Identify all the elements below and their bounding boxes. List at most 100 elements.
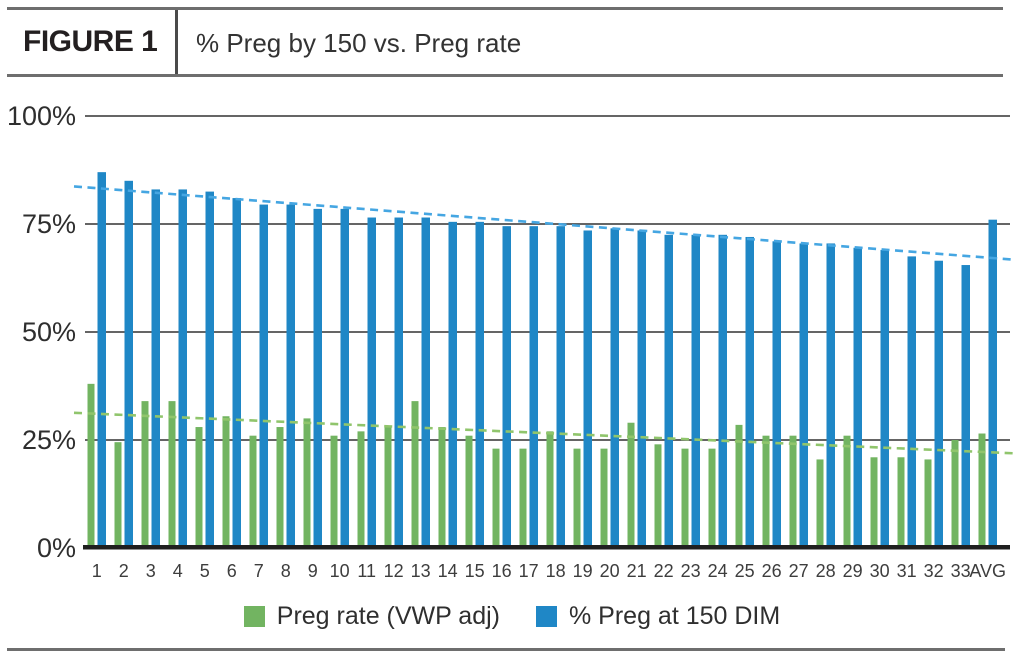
bar-preg-150 [529,226,538,548]
y-tick-label: 75% [22,209,76,239]
bar-preg-rate [924,459,932,548]
bar-preg-150 [745,236,754,548]
x-tick-label: 12 [384,561,404,581]
bar-preg-150 [313,208,322,548]
bar-preg-rate [762,435,770,548]
top-rule [7,7,1003,10]
bar-preg-150 [340,208,349,548]
bar-preg-150 [205,191,214,548]
bar-preg-150 [934,260,943,548]
x-tick-label: 16 [492,561,512,581]
x-tick-label: 15 [465,561,485,581]
x-tick-label: 24 [708,561,728,581]
bar-preg-150 [232,198,241,548]
bar-preg-150 [907,256,916,548]
bar-preg-rate [978,433,986,548]
legend-label-preg-150: % Preg at 150 DIM [569,602,781,630]
bottom-rule [7,648,1005,651]
bar-preg-150 [394,217,403,548]
figure-label: FIGURE 1 [23,25,158,58]
bar-preg-150 [421,217,430,548]
trendline-preg-150 [73,185,1017,262]
bar-preg-rate [357,431,365,548]
y-tick-label: 50% [22,317,76,347]
bar-preg-150 [610,228,619,548]
bar-preg-rate [627,422,635,548]
x-tick-label: 6 [227,561,237,581]
bar-preg-rate [438,427,446,548]
bar-preg-150 [259,204,268,548]
header-divider [175,10,178,74]
y-tick-label: 0% [37,533,76,563]
bar-preg-rate [168,401,176,548]
x-tick-label: 25 [735,561,755,581]
chart-legend: Preg rate (VWP adj) % Preg at 150 DIM [0,602,1024,631]
x-tick-label: 18 [546,561,566,581]
bar-preg-rate [384,427,392,548]
bar-preg-rate [654,444,662,548]
bar-preg-rate [87,383,95,548]
bar-preg-150 [799,243,808,548]
bar-preg-150 [880,249,889,549]
bar-preg-rate [519,448,527,548]
x-tick-label: 10 [330,561,350,581]
bar-preg-150 [853,247,862,548]
bar-preg-rate [141,401,149,548]
x-tick-label: 13 [411,561,431,581]
bar-preg-rate [249,435,257,548]
bar-preg-150 [556,226,565,548]
bar-preg-150 [448,221,457,548]
bar-preg-rate [600,448,608,548]
bar-preg-rate [546,431,554,548]
x-tick-label: 31 [897,561,917,581]
bar-preg-rate [330,435,338,548]
x-tick-label: 29 [843,561,863,581]
bar-preg-150 [772,241,781,548]
bar-chart: 100%75%50%25%0%1 2 3 4 5 6 7 8 9 10 11 12 13 14 15 16 17… [7,101,1017,581]
bar-preg-rate [465,435,473,548]
bar-preg-rate [411,401,419,548]
bar-preg-rate [303,418,311,548]
bar-preg-rate [276,427,284,548]
bar-preg-150 [691,234,700,549]
y-tick-label: 25% [22,425,76,455]
bar-preg-rate [195,427,203,548]
legend-item-preg-150: % Preg at 150 DIM [536,602,780,631]
x-tick-label: 22 [654,561,674,581]
x-tick-label: 8 [281,561,291,581]
x-tick-label: 4 [173,561,183,581]
bar-preg-rate [843,435,851,548]
bar-preg-rate [114,442,122,548]
x-tick-label: 9 [308,561,318,581]
bar-preg-rate [951,440,959,548]
bar-preg-rate [897,457,905,548]
bar-preg-rate [870,457,878,548]
bar-preg-rate [492,448,500,548]
x-tick-label: 7 [254,561,264,581]
x-tick-label: 28 [816,561,836,581]
bar-preg-150 [475,221,484,548]
bar-preg-rate [816,459,824,548]
bar-preg-150 [637,230,646,549]
bar-preg-150 [988,219,997,548]
x-tick-label: 21 [627,561,647,581]
legend-swatch-preg-150 [536,606,557,627]
bar-preg-rate [735,424,743,548]
x-tick-label: 23 [681,561,701,581]
bar-preg-150 [97,172,106,548]
bar-preg-150 [124,180,133,549]
header-bottom-rule [7,74,1003,77]
bar-preg-rate [573,448,581,548]
bar-preg-150 [583,230,592,549]
bar-preg-150 [286,204,295,548]
bar-preg-rate [789,435,797,548]
x-tick-label: 5 [200,561,210,581]
bar-preg-rate [222,416,230,548]
x-tick-label: 19 [573,561,593,581]
bar-preg-150 [664,234,673,549]
bar-preg-rate [681,448,689,548]
legend-item-preg-rate: Preg rate (VWP adj) [243,602,500,631]
bar-preg-150 [151,189,160,548]
legend-swatch-preg-rate [243,606,265,627]
